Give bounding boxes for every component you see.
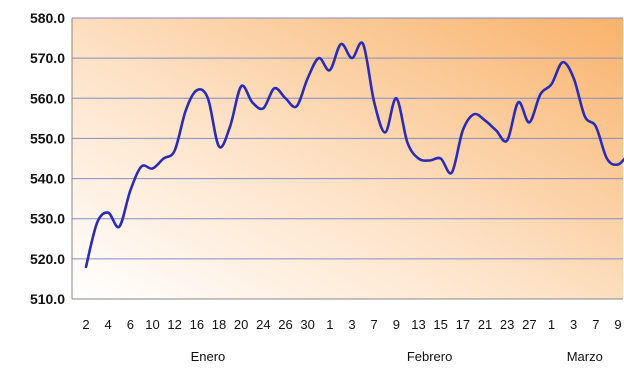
x-tick-label: 9 [614,317,621,332]
x-tick-label: 26 [278,317,292,332]
x-tick-label: 3 [570,317,577,332]
x-tick-label: 10 [145,317,159,332]
gridlines [72,17,623,260]
y-tick-label: 550.0 [30,130,65,146]
x-tick-label: 30 [300,317,314,332]
y-tick-label: 530.0 [30,211,65,227]
x-tick-label: 16 [190,317,204,332]
y-tick-labels: 510.0 520.0 530.0 540.0 550.0 560.0 570.0 580.0 [30,10,65,307]
x-tick-label: 18 [212,317,226,332]
y-tick-label: 510.0 [30,291,65,307]
x-tick-label: 21 [478,317,492,332]
x-tick-label: 2 [82,317,89,332]
x-tick-label: 1 [548,317,555,332]
x-tick-label: 9 [393,317,400,332]
x-tick-label: 13 [411,317,425,332]
y-tick-label: 560.0 [30,90,65,106]
x-tick-labels: 2 4 6 10 12 16 18 20 24 26 30 1 3 7 9 13 15 17 21 23 27 1 3 7 9 [82,317,621,332]
x-tick-label: 7 [371,317,378,332]
y-tick-label: 580.0 [30,10,65,26]
y-tick-label: 540.0 [30,171,65,187]
plot-area [72,18,623,299]
x-tick-label: 7 [592,317,599,332]
x-tick-label: 12 [167,317,181,332]
x-tick-label: 3 [348,317,355,332]
x-tick-label: 6 [127,317,134,332]
x-tick-label: 20 [234,317,248,332]
y-tick-label: 520.0 [30,251,65,267]
month-labels: Enero Febrero Marzo [191,349,603,364]
month-label: Enero [191,349,226,364]
x-tick-label: 4 [105,317,112,332]
series-line [84,41,624,269]
x-tick-label: 27 [522,317,536,332]
month-label: Marzo [567,349,603,364]
x-tick-label: 1 [326,317,333,332]
x-tick-label: 17 [456,317,470,332]
x-tick-label: 23 [500,317,514,332]
x-tick-label: 24 [256,317,270,332]
y-tick-label: 570.0 [30,50,65,66]
month-label: Febrero [407,349,453,364]
x-tick-label: 15 [433,317,447,332]
